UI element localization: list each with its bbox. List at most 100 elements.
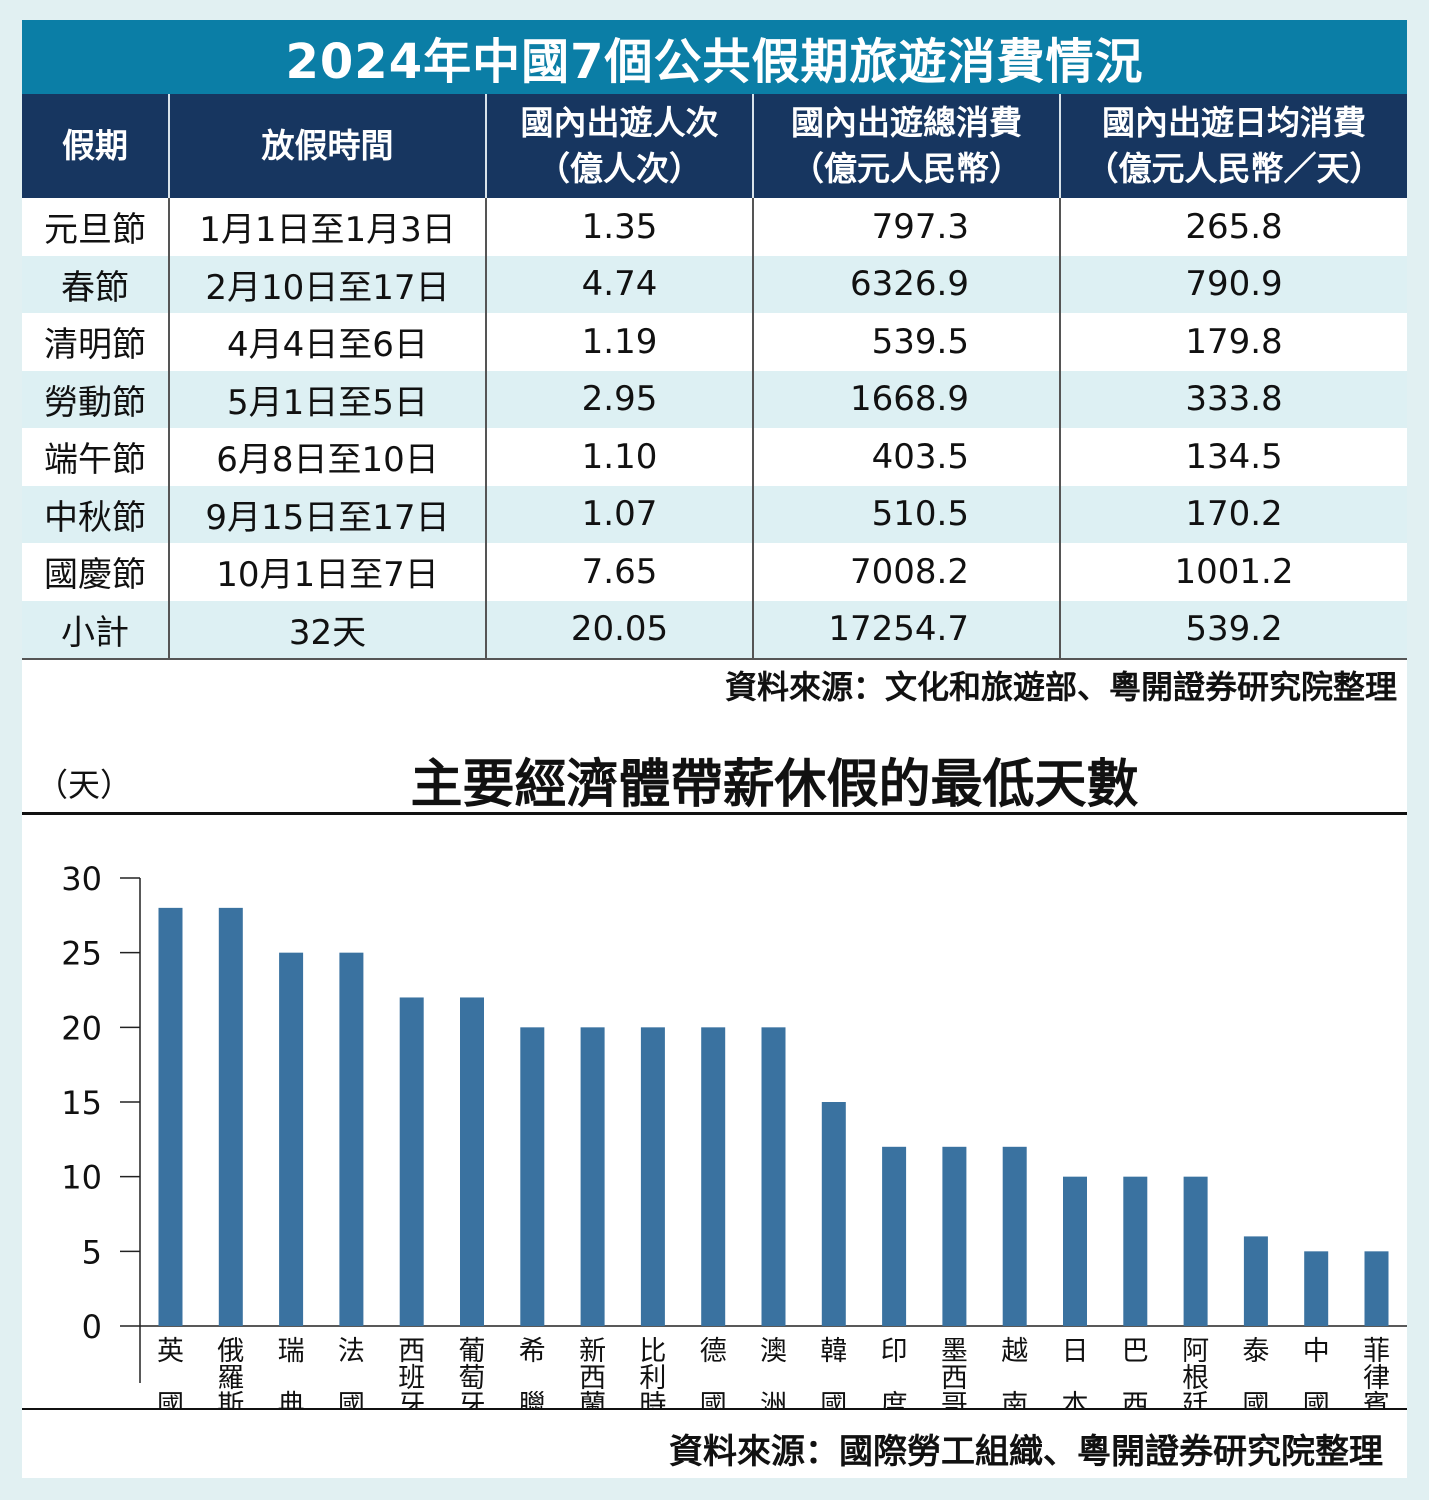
cell-period: 4月4日至6日 (168, 313, 485, 371)
bar (1183, 1176, 1208, 1326)
category-label: 葡萄牙 (459, 1336, 486, 1408)
cell-trips: 1.19 (485, 313, 752, 371)
cell-period: 1月1日至1月3日 (168, 198, 485, 256)
bar (218, 907, 243, 1326)
bar (158, 907, 183, 1326)
category-label: 西班牙 (398, 1336, 425, 1408)
header-trips: 國內出遊人次 （億人次） (485, 94, 752, 198)
header-period-label: 放假時間 (261, 126, 394, 165)
category-label: 新西蘭 (579, 1336, 606, 1408)
category-label: 巴西 (1122, 1336, 1149, 1408)
y-tick-label: 10 (61, 1159, 102, 1197)
cell-daily: 333.8 (1059, 370, 1407, 428)
cell-holiday: 元旦節 (44, 210, 146, 251)
cell-trips: 2.95 (485, 370, 752, 428)
chart-source: 資料來源：國際勞工組織、粵開證券研究院整理 (669, 1432, 1383, 1472)
header-daily-label: 國內出遊日均消費 (1102, 103, 1366, 142)
y-tick-label: 25 (61, 935, 102, 973)
header-holiday-label: 假期 (62, 126, 128, 165)
category-label: 阿根廷 (1182, 1336, 1209, 1408)
bar (339, 952, 364, 1326)
y-tick-label: 0 (82, 1308, 102, 1346)
cell-holiday: 勞動節 (44, 382, 146, 423)
infographic-panel: 2024年中國7個公共假期旅遊消費情況 假期 放假時間 國內出遊人次 （億人次）… (22, 20, 1407, 1478)
cell-daily: 539.2 (1059, 600, 1407, 658)
y-tick-label: 15 (61, 1084, 102, 1122)
table-header: 假期 放假時間 國內出遊人次 （億人次） 國內出遊總消費 （億元人民幣） 國內出… (22, 94, 1407, 198)
y-tick-label: 20 (61, 1009, 102, 1047)
table-row: 元旦節 1月1日至1月3日 1.35 797.3 265.8 (22, 198, 1407, 256)
cell-period: 5月1日至5日 (168, 370, 485, 428)
header-period: 放假時間 (168, 94, 485, 198)
header-daily: 國內出遊日均消費 （億元人民幣／天） (1059, 94, 1407, 198)
category-label: 俄羅斯 (217, 1336, 244, 1408)
cell-daily: 790.9 (1059, 255, 1407, 313)
category-label: 瑞典 (278, 1336, 305, 1408)
bar (821, 1102, 846, 1326)
header-total-label: 國內出遊總消費 (791, 103, 1022, 142)
category-label: 菲律賓 (1363, 1336, 1390, 1408)
bar (1364, 1251, 1389, 1326)
bar (1304, 1251, 1329, 1326)
cell-holiday: 中秋節 (44, 497, 146, 538)
category-label: 法國 (338, 1336, 365, 1408)
bar (1002, 1146, 1027, 1326)
category-label: 德國 (700, 1336, 727, 1408)
table-row: 勞動節 5月1日至5日 2.95 1668.9 333.8 (22, 370, 1407, 428)
cell-trips: 7.65 (485, 543, 752, 601)
bar (942, 1146, 967, 1326)
cell-holiday: 端午節 (44, 440, 146, 481)
header-total-unit: （億元人民幣） (791, 149, 1022, 188)
table-row-subtotal: 小計 32天 20.05 17254.7 539.2 (22, 600, 1407, 660)
cell-period: 10月1日至7日 (168, 543, 485, 601)
bar (460, 997, 484, 1326)
category-label: 泰國 (1242, 1336, 1269, 1408)
cell-period: 6月8日至10日 (168, 428, 485, 486)
header-trips-unit: （億人次） (537, 149, 702, 188)
cell-trips: 20.05 (485, 600, 752, 658)
cell-period: 2月10日至17日 (168, 255, 485, 313)
header-holiday: 假期 (22, 94, 168, 198)
category-label: 中國 (1303, 1336, 1330, 1408)
bar (882, 1146, 907, 1326)
bar (580, 1027, 605, 1326)
category-label: 墨西哥 (941, 1336, 968, 1408)
cell-daily: 134.5 (1059, 428, 1407, 486)
cell-period: 32天 (168, 600, 485, 658)
category-label: 英國 (157, 1336, 184, 1408)
cell-total: 539.5 (752, 313, 1059, 371)
bar (520, 1027, 545, 1326)
header-total: 國內出遊總消費 （億元人民幣） (752, 94, 1059, 198)
category-label: 比利時 (639, 1336, 666, 1408)
cell-daily: 179.8 (1059, 313, 1407, 371)
cell-holiday: 清明節 (44, 325, 146, 366)
table-row: 清明節 4月4日至6日 1.19 539.5 179.8 (22, 313, 1407, 371)
table-row: 國慶節 10月1日至7日 7.65 7008.2 1001.2 (22, 543, 1407, 601)
cell-period: 9月15日至17日 (168, 485, 485, 543)
cell-trips: 4.74 (485, 255, 752, 313)
cell-total: 403.5 (752, 428, 1059, 486)
bar (1063, 1176, 1087, 1326)
cell-total: 17254.7 (752, 600, 1059, 658)
cell-trips: 1.10 (485, 428, 752, 486)
category-label: 希臘 (519, 1336, 546, 1408)
y-tick-label: 5 (82, 1233, 102, 1271)
bar (1243, 1236, 1268, 1326)
cell-total: 510.5 (752, 485, 1059, 543)
category-label: 日本 (1062, 1336, 1089, 1408)
cell-total: 797.3 (752, 198, 1059, 256)
cell-total: 7008.2 (752, 543, 1059, 601)
category-label: 澳洲 (760, 1336, 787, 1408)
cell-total: 1668.9 (752, 370, 1059, 428)
bar (279, 952, 304, 1326)
table-body: 元旦節 1月1日至1月3日 1.35 797.3 265.8 春節 2月10日至… (22, 198, 1407, 660)
bar (1123, 1176, 1148, 1326)
cell-holiday: 國慶節 (44, 555, 146, 596)
header-daily-unit: （億元人民幣／天） (1085, 149, 1383, 188)
bar (761, 1027, 786, 1326)
table-row: 春節 2月10日至17日 4.74 6326.9 790.9 (22, 255, 1407, 313)
cell-holiday: 小計 (61, 612, 129, 653)
cell-daily: 265.8 (1059, 198, 1407, 256)
category-label: 越南 (1001, 1336, 1028, 1408)
